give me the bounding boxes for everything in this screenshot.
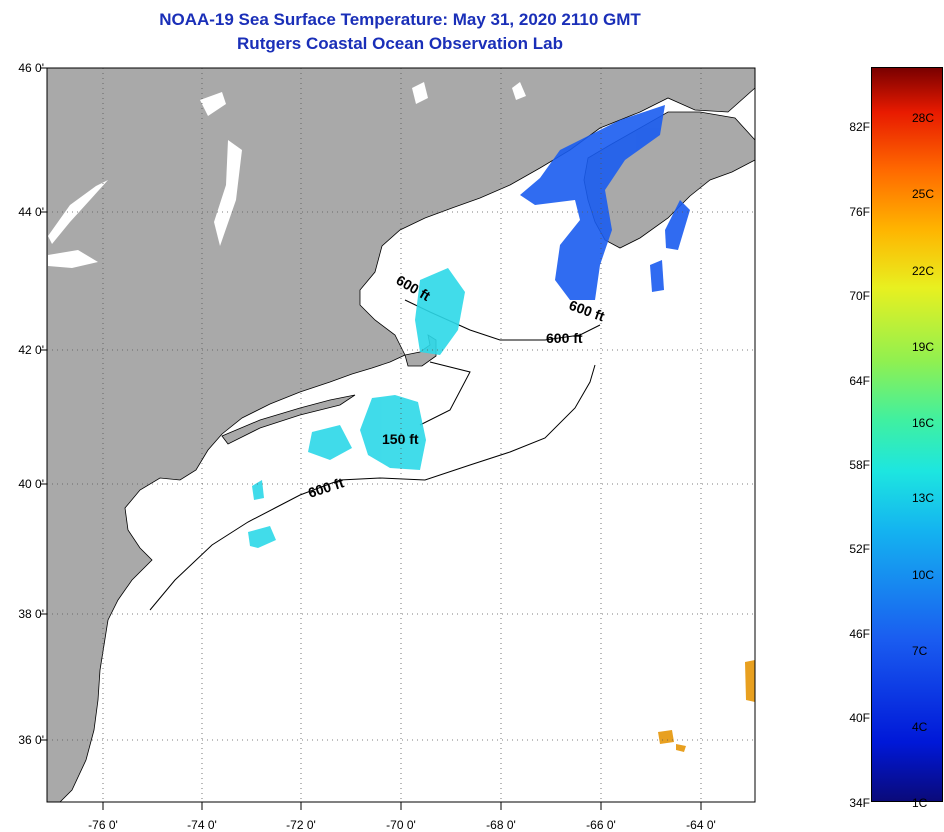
colorbar-label-f: 58F	[849, 458, 870, 472]
colorbar-label-f: 52F	[849, 542, 870, 556]
colorbar-label-c: 28C	[912, 111, 935, 125]
colorbar-label-f: 76F	[849, 205, 870, 219]
axis-ticks	[40, 67, 702, 810]
contour-label-150: 150 ft	[382, 431, 419, 447]
colorbar-label-c: 13C	[912, 491, 935, 505]
lon-label: -68 0'	[486, 818, 516, 832]
colorbar-label-f: 46F	[849, 627, 870, 641]
lon-label: -76 0'	[88, 818, 118, 832]
lat-label: 36 0'	[18, 733, 44, 747]
map-subtitle: Rutgers Coastal Ocean Observation Lab	[237, 34, 563, 53]
lat-label: 38 0'	[18, 607, 44, 621]
sst-cold-patch	[520, 105, 690, 300]
colorbar-label-f: 70F	[849, 289, 870, 303]
colorbar-label-c: 7C	[912, 644, 928, 658]
lon-label: -72 0'	[286, 818, 316, 832]
colorbar-label-c: 16C	[912, 416, 935, 430]
contour-label-600-georges: 600 ft	[546, 330, 583, 346]
lat-label: 40 0'	[18, 477, 44, 491]
colorbar-label-f: 34F	[849, 796, 870, 810]
sst-warm-patch	[658, 660, 755, 752]
colorbar-label-c: 10C	[912, 568, 935, 582]
map-title: NOAA-19 Sea Surface Temperature: May 31,…	[159, 10, 641, 29]
colorbar-label-f: 64F	[849, 374, 870, 388]
lat-label: 46 0'	[18, 61, 44, 75]
lon-label: -64 0'	[686, 818, 716, 832]
lon-label: -66 0'	[586, 818, 616, 832]
colorbar-label-c: 19C	[912, 340, 935, 354]
colorbar-label-c: 25C	[912, 187, 935, 201]
colorbar-label-c: 4C	[912, 720, 928, 734]
temperature-colorbar	[871, 67, 943, 802]
lon-label: -70 0'	[386, 818, 416, 832]
lat-label: 44 0'	[18, 205, 44, 219]
colorbar-label-c: 22C	[912, 264, 935, 278]
colorbar-label-f: 40F	[849, 711, 870, 725]
lon-label: -74 0'	[187, 818, 217, 832]
colorbar-label-f: 82F	[849, 120, 870, 134]
lat-label: 42 0'	[18, 343, 44, 357]
colorbar-label-c: 1C	[912, 796, 928, 810]
sst-cool-patch	[248, 268, 465, 548]
graticule	[47, 68, 755, 802]
